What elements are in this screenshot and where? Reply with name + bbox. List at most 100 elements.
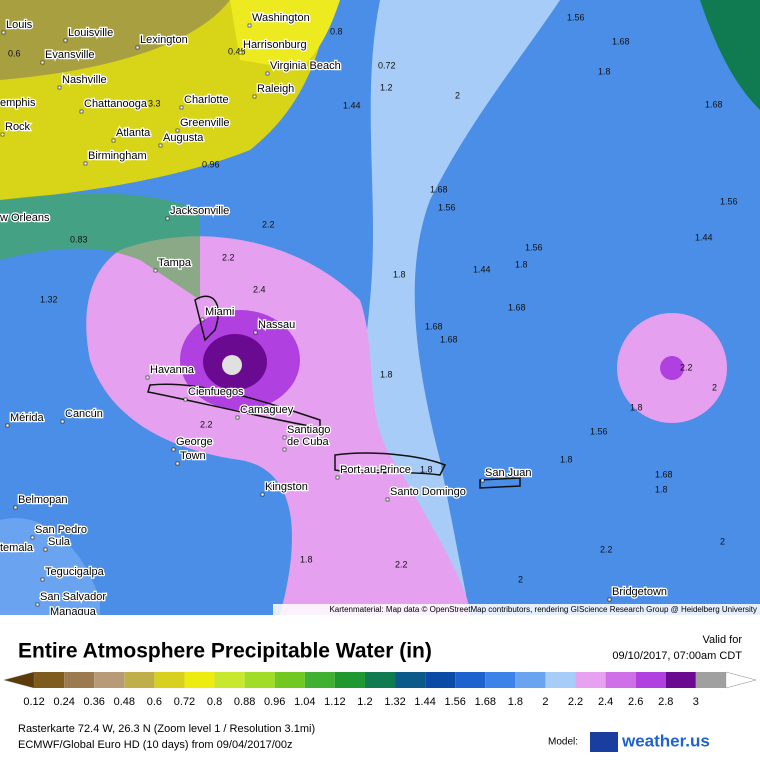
legend-tick-label: 2.8 [658,696,673,708]
storm-2-core [660,356,684,380]
city-marker [238,50,243,55]
contour-label: 1.32 [40,294,58,304]
city-marker [260,492,265,497]
city-label: Managua [50,606,97,615]
city-label: Augusta [163,132,204,144]
city-marker [40,60,45,65]
city-marker [145,375,150,380]
contour-label: 2 [720,536,725,546]
city-marker [171,447,176,452]
legend-tick-label: 2 [542,696,548,708]
city-label: w Orleans [0,212,50,224]
contour-label: 3.3 [148,98,161,108]
contour-label: 1.8 [393,269,406,279]
contour-label: 2.4 [253,284,266,294]
legend-tick-label: 0.12 [23,696,44,708]
valid-date: 09/10/2017, 07:00am CDT [612,650,742,662]
city-label: temala [0,542,34,554]
map: 0.6 0.48 0.8 0.72 0.96 1.56 1.68 1.8 1.44 2 2.2 2.4… [0,0,760,615]
model-label: Model: [548,737,578,748]
city-label: Chattanooga [84,98,148,110]
city-marker [63,38,68,43]
city-label: George [176,436,213,448]
humid-region [86,236,470,615]
legend-panel: Entire Atmosphere Precipitable Water (in… [3,634,757,752]
contour-label: 0.96 [202,159,220,169]
city-marker [153,268,158,273]
contour-label: 1.8 [630,402,643,412]
city-marker [0,132,5,137]
eu-flag [590,732,618,752]
gulf-land [0,193,200,300]
city-marker [43,547,48,552]
legend-tick-label: 0.88 [234,696,255,708]
contour-label: 1.56 [438,202,456,212]
coastlines [147,295,521,489]
color-bar: 0.12 0.24 0.36 0.48 0.6 0.72 0.8 0.88 0.96 1.04 1.… [3,671,757,708]
color-swatch [695,672,726,688]
city-marker [252,94,257,99]
color-swatch [545,672,576,688]
contour-label: 1.8 [598,66,611,76]
city-marker [179,105,184,110]
city-label: Atlanta [116,127,151,139]
city-label: Greenville [180,117,230,129]
city-label: Bridgetown [612,586,667,598]
color-swatch [485,672,516,688]
city-label: Charlotte [184,94,229,106]
city-label: Santo Domingo [390,486,466,498]
contour-label: 1.56 [720,196,738,206]
color-swatch [274,672,305,688]
city-label: Mérida [10,412,45,424]
color-swatch [124,672,155,688]
contour-label: 1.44 [695,232,713,242]
legend-tick-label: 1.44 [414,696,435,708]
city-label: Miami [205,306,234,318]
legend-tick-label: 0.8 [207,696,222,708]
color-swatch [665,672,696,688]
city-label: Port-au-Prince [340,464,411,476]
city-label: Santiago [287,424,330,436]
contour-label: 2.2 [600,544,613,554]
contour-label: 2 [712,382,717,392]
contour-label: 1.56 [590,426,608,436]
city-label: Tegucigalpa [45,566,105,578]
city-marker [5,423,10,428]
contour-label: 2 [455,90,460,100]
color-swatch [304,672,335,688]
color-swatch [364,672,396,688]
city-label: Belmopan [18,494,68,506]
contour-label: 1.68 [425,321,443,331]
color-swatch [64,672,95,688]
contour-label: 1.56 [525,242,543,252]
contour-label: 0.72 [378,60,396,70]
contour-label: 1.68 [430,184,448,194]
legend-tick-label: 1.56 [444,696,465,708]
city-marker [335,475,340,480]
legend-tick-label: 1.32 [384,696,405,708]
city-marker [13,505,18,510]
city-marker [30,535,35,540]
color-swatch [515,672,546,688]
city-marker [175,461,180,466]
city-label: Virginia Beach [270,60,341,72]
contour-label: 2 [518,574,523,584]
legend-tick-label: 0.24 [53,696,74,708]
city-marker [60,419,65,424]
city-label: de Cuba [287,436,329,448]
color-swatch [184,672,215,688]
contour-label: 0.48 [228,46,246,56]
color-swatch [214,672,245,688]
contour-label: 0.8 [330,26,343,36]
color-swatch [334,672,365,688]
city-marker [253,330,258,335]
legend-tick-label: 2.2 [568,696,583,708]
city-label: Nashville [62,74,107,86]
city-marker [165,216,170,221]
hurricane-eye [222,355,242,375]
city-label: Raleigh [257,83,294,95]
city-label: Kingston [265,481,308,493]
city-label: Cienfuegos [188,386,244,398]
city-marker [40,577,45,582]
